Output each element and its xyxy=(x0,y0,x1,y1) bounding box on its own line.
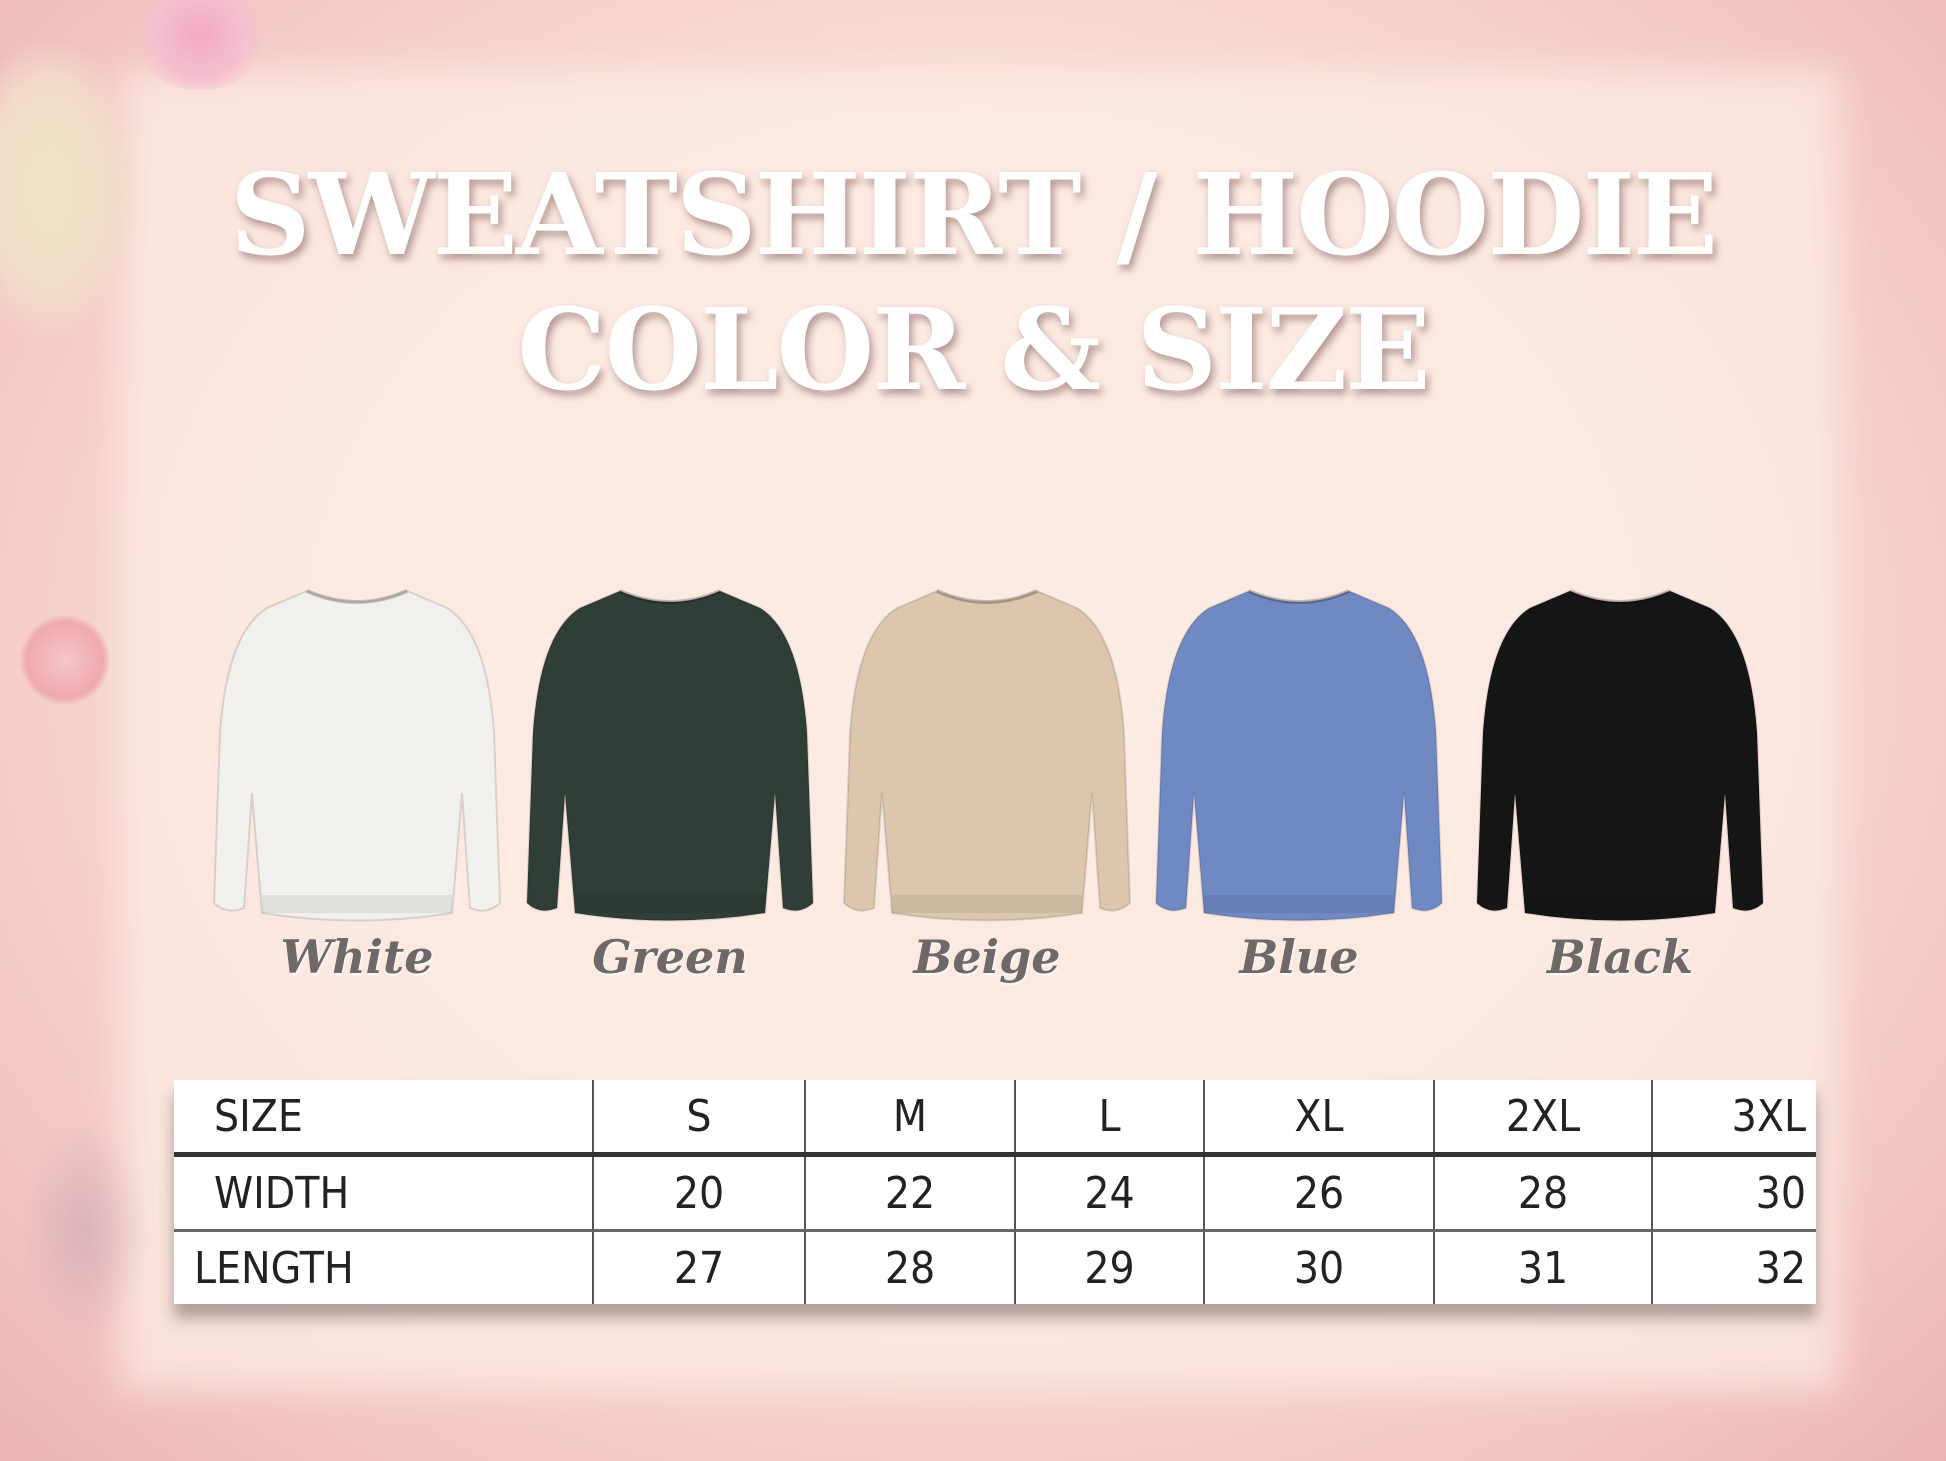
header-cell: M xyxy=(804,1080,1015,1157)
sweatshirt-green-image xyxy=(525,583,815,928)
table-cell: 22 xyxy=(804,1154,1015,1231)
flower-decoration-icon xyxy=(0,40,140,340)
color-label: Green xyxy=(592,930,748,984)
table-cell: 29 xyxy=(1014,1229,1204,1304)
row-label: WIDTH xyxy=(214,1167,350,1219)
color-label: Blue xyxy=(1239,930,1359,984)
color-label: Beige xyxy=(913,930,1061,984)
sweatshirt-blue-image xyxy=(1154,583,1444,928)
header-cell: 3XL xyxy=(1651,1080,1816,1157)
table-cell: 28 xyxy=(1433,1154,1652,1231)
leaf-decoration-icon xyxy=(20,1120,150,1340)
table-row-length: LENGTH 27 28 29 30 31 32 xyxy=(174,1229,1816,1304)
table-cell: 27 xyxy=(592,1229,805,1304)
header-cell: SIZE xyxy=(174,1080,593,1157)
table-header-row: SIZE S M L XL 2XL 3XL xyxy=(174,1080,1816,1157)
table-row-width: WIDTH 20 22 24 26 28 30 xyxy=(174,1154,1816,1231)
table-cell: 31 xyxy=(1433,1229,1652,1304)
header-cell: L xyxy=(1014,1080,1204,1157)
sweatshirt-beige-image xyxy=(842,583,1132,928)
title-line-2: COLOR & SIZE xyxy=(517,285,1431,416)
header-cell: S xyxy=(592,1080,805,1157)
table-cell: 24 xyxy=(1014,1154,1204,1231)
table-cell: 30 xyxy=(1651,1154,1816,1231)
button-decoration-icon xyxy=(20,615,110,705)
color-label: Black xyxy=(1546,930,1694,984)
table-cell: 32 xyxy=(1651,1229,1816,1304)
table-cell: 30 xyxy=(1203,1229,1434,1304)
flower-decoration-icon xyxy=(130,0,270,90)
table-cell: 20 xyxy=(592,1154,805,1231)
sweatshirt-white-image xyxy=(212,583,502,928)
table-cell: 26 xyxy=(1203,1154,1434,1231)
sweatshirt-black-image xyxy=(1475,583,1765,928)
header-cell: XL xyxy=(1203,1080,1434,1157)
header-cell: 2XL xyxy=(1433,1080,1652,1157)
row-label: LENGTH xyxy=(174,1229,593,1304)
title-line-1: SWEATSHIRT / HOODIE xyxy=(229,150,1718,281)
size-chart-table: SIZE S M L XL 2XL 3XL WIDTH 20 22 24 26 … xyxy=(174,1080,1816,1304)
table-cell: 28 xyxy=(804,1229,1015,1304)
color-label: White xyxy=(280,930,434,984)
